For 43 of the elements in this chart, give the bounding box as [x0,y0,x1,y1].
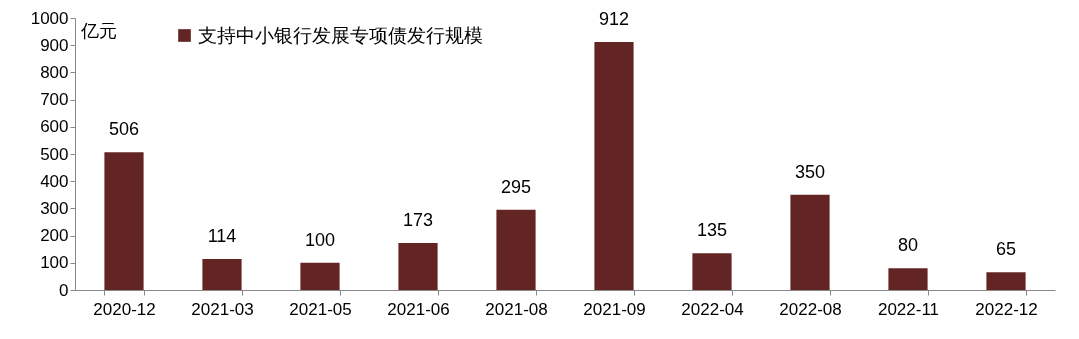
bar [986,272,1026,290]
bar [300,262,340,290]
y-tick-label: 200 [40,226,69,246]
bar [692,253,732,290]
y-tick-label: 500 [40,144,69,164]
bar [790,194,830,290]
x-tick-label: 2022-04 [681,299,744,319]
y-tick-label: 1000 [30,8,69,28]
y-tick-label: 800 [40,62,69,82]
x-tick-label: 2021-03 [191,299,254,319]
data-label: 912 [598,8,630,29]
x-tick-label: 2022-11 [877,299,940,319]
bar [398,242,438,290]
y-tick-label: 0 [59,280,69,300]
bar [594,41,634,290]
y-tick-label: 300 [40,198,69,218]
x-tick-label: 2021-08 [485,299,548,319]
data-label: 135 [696,220,728,241]
bar [496,209,536,290]
data-label: 350 [794,161,826,182]
data-label: 295 [500,176,532,197]
x-tick-label: 2020-12 [93,299,156,319]
y-axis-title: 亿元 [79,20,117,41]
x-tick-label: 2021-09 [583,299,646,319]
data-label: 114 [207,225,237,246]
bar [104,152,144,290]
x-tick-label: 2021-05 [289,299,352,319]
x-tick-label: 2022-08 [779,299,842,319]
data-label: 173 [402,209,434,230]
data-label: 100 [304,229,336,250]
data-label: 65 [995,239,1017,260]
x-tick-label: 2021-06 [387,299,450,319]
legend-label: 支持中小银行发展专项债发行规模 [198,24,483,46]
x-tick-label: 2022-12 [975,299,1038,319]
data-label: 506 [108,119,140,140]
y-tick-label: 900 [40,35,69,55]
bar [202,258,242,290]
y-tick-label: 700 [40,90,69,110]
y-tick-label: 400 [40,171,69,191]
bar [888,268,928,290]
y-tick-label: 100 [40,253,69,273]
y-tick-label: 600 [40,117,69,137]
data-label: 80 [897,235,919,256]
